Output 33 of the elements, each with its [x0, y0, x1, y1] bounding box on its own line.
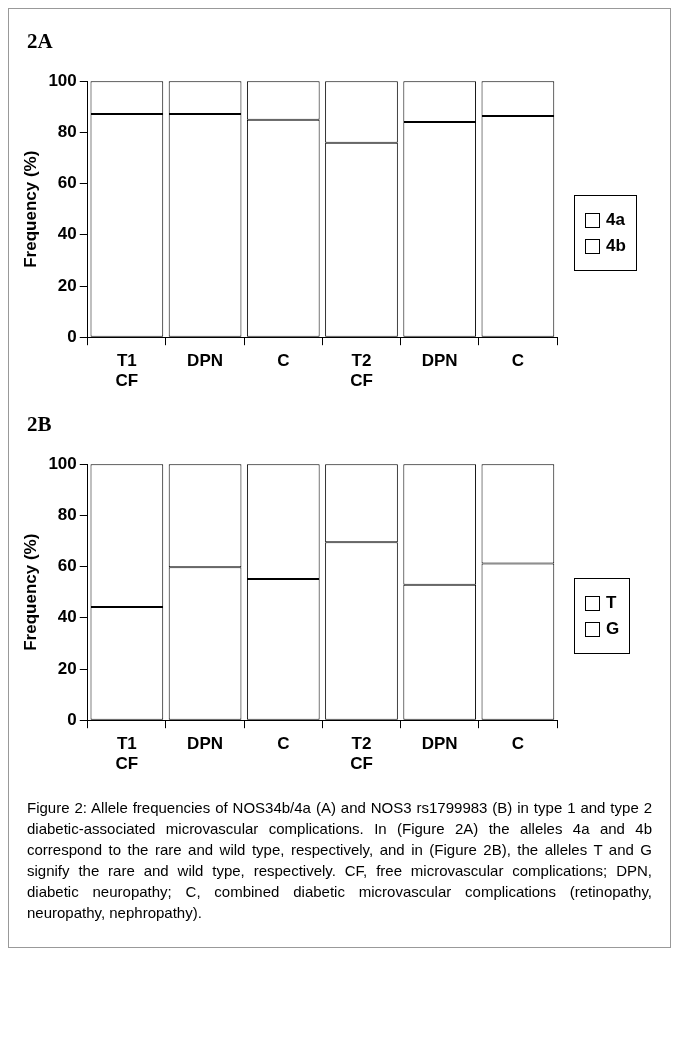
- y-tick-label: 0: [67, 709, 77, 729]
- y-tick-label: 20: [57, 275, 77, 295]
- x-tick-label: T1 CF: [115, 351, 139, 391]
- y-tick-label: 0: [67, 326, 77, 346]
- y-tick-label: 60: [57, 173, 77, 193]
- text: T: [606, 593, 617, 613]
- y-tick-label: 100: [48, 70, 77, 90]
- chart-title: 2B: [27, 412, 53, 437]
- chart-title: 2A: [27, 29, 54, 54]
- y-tick-label: 40: [57, 224, 77, 244]
- y-tick-label: 60: [57, 556, 77, 576]
- y-tick-label: 20: [57, 658, 77, 678]
- x-tick-label: C: [277, 734, 290, 754]
- y-tick-label: 80: [57, 122, 77, 142]
- x-tick-label: DPN: [187, 351, 224, 371]
- y-tick-label: 100: [48, 453, 77, 473]
- x-tick-label: C: [511, 351, 525, 371]
- x-tick-label: DPN: [421, 734, 458, 754]
- y-axis-title: Frequency (%): [20, 533, 40, 651]
- y-tick-label: 40: [57, 607, 77, 627]
- x-tick-label: T1 CF: [115, 734, 139, 774]
- x-tick-label: DPN: [187, 734, 224, 754]
- text: 4b: [606, 236, 626, 256]
- x-tick-label: T2 CF: [350, 351, 373, 391]
- y-tick-label: 80: [57, 505, 77, 525]
- x-tick-label: C: [277, 351, 290, 371]
- x-tick-label: DPN: [421, 351, 458, 371]
- text: G: [606, 619, 620, 639]
- y-axis-title: Frequency (%): [20, 150, 40, 268]
- x-tick-label: C: [511, 734, 525, 754]
- text: 4a: [606, 210, 625, 230]
- x-tick-label: T2 CF: [350, 734, 373, 774]
- caption: Figure 2: Allele frequencies of NOS34b/4a (A) and NOS3 rs1799983 (B) in type 1 and type 2 diabetic-associated microvascular complications. In (Figure 2A) the alleles 4a and 4b correspond to the rare and wild type, respectively, and in (Figure 2B), the alleles T and G signify the rare and wild type, respectively. CF, free microvascular complications; DPN, diabetic neuropathy; C, combined diabetic microvascular complications (retinopathy, neuropathy, nephropathy).: [27, 798, 652, 923]
